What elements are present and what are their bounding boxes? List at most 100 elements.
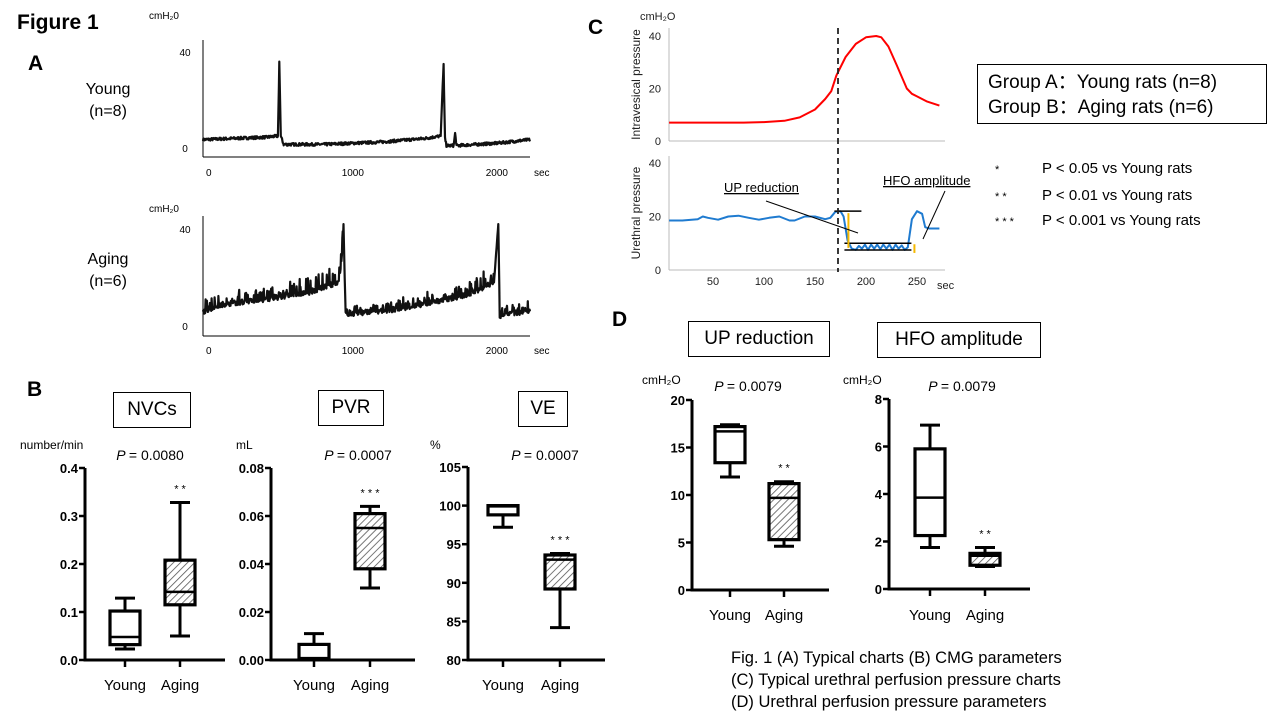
y-tick-label: 0 (875, 582, 882, 597)
x-tick-label: 200 (857, 276, 875, 288)
y-tick-label: 85 (447, 614, 461, 629)
y-unit-label: cmH₂O (843, 373, 882, 387)
x-tick-label: 50 (707, 276, 719, 288)
x-category-label: Aging (765, 607, 803, 624)
figure-title: Figure 1 (17, 11, 99, 34)
y-tick-label: 0.08 (239, 461, 264, 476)
y-tick-label: 2 (875, 535, 882, 550)
y-tick-label: 4 (875, 487, 883, 502)
y-unit-label: % (430, 438, 441, 452)
significance-text: P < 0.001 vs Young rats (1042, 212, 1201, 229)
panel-label-b: B (27, 378, 43, 401)
significance-legend-row: * * * P < 0.001 vs Young rats (995, 212, 1201, 229)
x-category-label: Aging (161, 677, 199, 694)
significance-legend-row: * * P < 0.01 vs Young rats (995, 187, 1192, 204)
groups-legend-item: Group A：Young rats (n=8) (988, 72, 1218, 93)
y-tick-label: 0 (655, 265, 661, 277)
caption-line: (C) Typical urethral perfusion pressure … (731, 671, 1061, 689)
panel-label-d: D (612, 308, 628, 331)
significance-marker: * * * (551, 534, 571, 546)
x-tick-label: 1000 (342, 168, 365, 179)
y-tick-label: 0.06 (239, 509, 264, 524)
annotation-leader-line (765, 200, 859, 234)
chart-title-up-reduction: UP reduction (688, 321, 830, 357)
significance-text: P < 0.01 vs Young rats (1042, 187, 1193, 204)
significance-marker: * * (174, 484, 186, 496)
y-tick-label: 0 (182, 144, 188, 155)
figure-caption: Fig. 1 (A) Typical charts (B) CMG parame… (731, 647, 1062, 713)
x-unit-label: sec (534, 346, 550, 357)
y-tick-label: 0.0 (60, 653, 78, 668)
box-young (713, 425, 747, 465)
panel-label-c: C (588, 16, 604, 39)
y-tick-label: 80 (447, 653, 461, 668)
significance-marker: * * * (361, 487, 381, 499)
annotation-leader-line (922, 190, 946, 240)
y-unit-label: cmH₂0 (149, 204, 179, 215)
p-value-label: P = 0.0007 (511, 447, 579, 463)
y-tick-label: 10 (671, 488, 685, 503)
x-category-label: Young (293, 677, 335, 694)
x-tick-label: 1000 (342, 346, 365, 357)
y-tick-label: 105 (439, 460, 461, 475)
x-tick-label: 250 (908, 276, 926, 288)
chart-title-hfo-amplitude: HFO amplitude (877, 322, 1041, 358)
y-tick-label: 0.1 (60, 605, 78, 620)
significance-legend-row: * P < 0.05 vs Young rats (995, 160, 1192, 177)
x-tick-label: 150 (806, 276, 824, 288)
y-tick-label: 5 (678, 536, 685, 551)
group-label-aging: Aging (n=6) (68, 249, 148, 293)
significance-marker: * * (979, 528, 991, 540)
x-category-label: Young (909, 607, 951, 624)
p-value-label: P = 0.0079 (714, 378, 782, 394)
box-young (108, 609, 142, 647)
y-axis-title: Urethral pressure (629, 166, 643, 259)
y-unit-label: cmH₂O (642, 373, 681, 387)
y-unit-label: cmH₂0 (149, 11, 179, 22)
x-category-label: Young (709, 607, 751, 624)
x-category-label: Young (104, 677, 146, 694)
y-tick-label: 40 (179, 48, 191, 59)
y-tick-label: 0.4 (60, 461, 79, 476)
y-tick-label: 20 (671, 393, 685, 408)
group-label-line2: (n=8) (89, 103, 127, 120)
groups-legend-item: Group B：Aging rats (n=6) (988, 97, 1214, 118)
y-tick-label: 0.2 (60, 557, 78, 572)
y-axis-title: Intravesical pressure (629, 29, 643, 140)
y-tick-label: 20 (649, 84, 661, 96)
x-tick-label: 2000 (486, 346, 509, 357)
y-unit-label: number/min (20, 438, 83, 452)
y-tick-label: 90 (447, 576, 461, 591)
y-tick-label: 100 (439, 499, 461, 514)
panel-label-a: A (28, 52, 44, 75)
box-aging (163, 558, 197, 607)
y-tick-label: 40 (649, 158, 661, 170)
chart-title-nvcs: NVCs (113, 392, 191, 428)
intravesical-pressure-line (669, 35, 940, 124)
box-aging (968, 551, 1002, 567)
y-tick-label: 0.02 (239, 605, 264, 620)
annotation-up-reduction: UP reduction (724, 180, 799, 195)
y-unit-label: cmH₂O (640, 11, 676, 23)
y-tick-label: 15 (671, 441, 685, 456)
y-tick-label: 20 (649, 212, 661, 224)
x-tick-label: 0 (206, 168, 212, 179)
x-tick-label: 2000 (486, 168, 509, 179)
significance-marker: * * * (995, 216, 1014, 228)
significance-marker: * * (778, 463, 790, 475)
annotation-hfo-amplitude: HFO amplitude (883, 173, 970, 188)
p-value-label: P = 0.0079 (928, 378, 996, 394)
x-tick-label: 0 (206, 346, 212, 357)
significance-text: P < 0.05 vs Young rats (1042, 160, 1193, 177)
y-tick-label: 95 (447, 537, 461, 552)
box-young (913, 447, 947, 538)
y-tick-label: 8 (875, 392, 882, 407)
y-unit-label: mL (236, 438, 253, 452)
y-tick-label: 0 (182, 322, 188, 333)
y-tick-label: 40 (179, 225, 191, 236)
x-category-label: Aging (966, 607, 1004, 624)
group-label-line1: Aging (87, 251, 129, 268)
y-tick-label: 6 (875, 440, 882, 455)
